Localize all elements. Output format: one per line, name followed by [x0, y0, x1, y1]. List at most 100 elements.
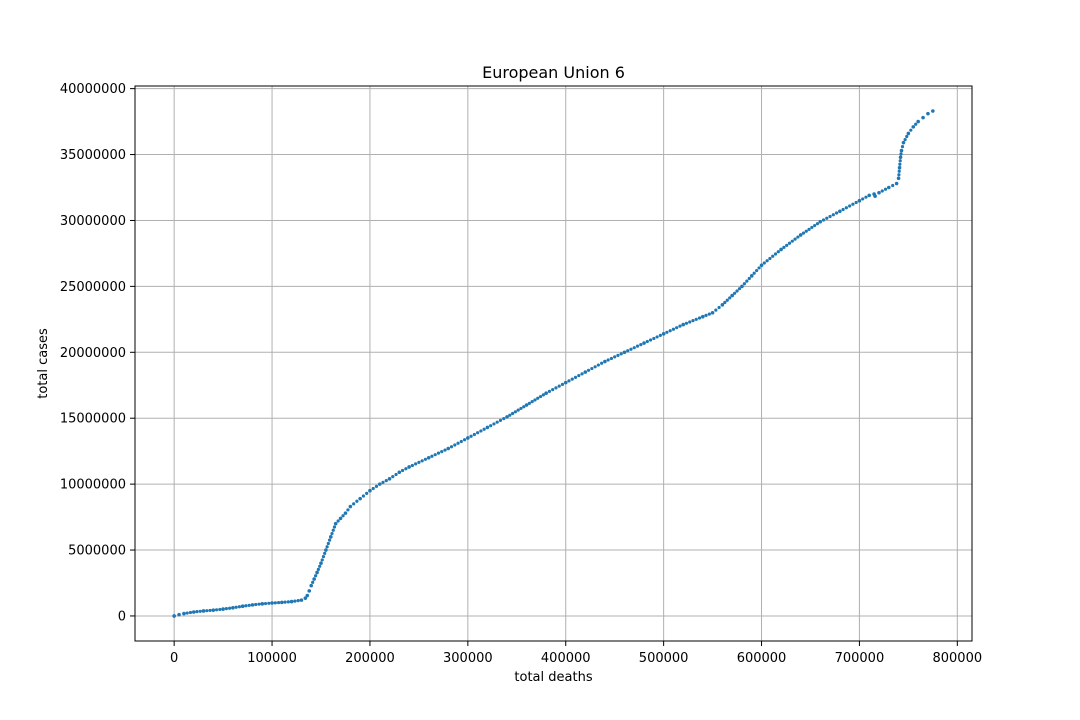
data-point [697, 316, 702, 320]
data-point [417, 460, 421, 464]
data-point [191, 610, 196, 614]
y-tick-label: 10000000 [60, 478, 126, 493]
data-point [900, 145, 905, 149]
data-point [319, 561, 323, 566]
data-point [530, 400, 534, 404]
data-point [897, 169, 901, 173]
data-point [861, 197, 865, 201]
data-point [704, 313, 708, 317]
data-point [505, 415, 509, 419]
data-point [410, 463, 414, 468]
data-point [498, 418, 503, 423]
data-point [476, 431, 480, 435]
data-point [492, 422, 496, 426]
data-point [898, 155, 903, 159]
data-point [400, 468, 405, 473]
data-point [218, 607, 222, 612]
data-point [485, 425, 490, 430]
data-point [652, 336, 656, 341]
y-tick-label: 20000000 [60, 346, 126, 361]
data-point [336, 519, 340, 523]
data-point [619, 352, 623, 356]
data-point [720, 303, 725, 307]
data-point [790, 239, 794, 243]
data-point [901, 140, 906, 145]
data-point [793, 237, 797, 241]
data-point [508, 413, 512, 417]
data-point [563, 380, 568, 385]
data-point [671, 327, 676, 331]
data-point [331, 528, 335, 532]
data-point [891, 183, 895, 188]
data-point [665, 330, 669, 334]
data-point [387, 477, 392, 481]
data-point [289, 599, 294, 604]
data-point [735, 289, 739, 293]
x-axis-ticks: 0 100000 200000 300000 400000 500000 600000 700… [170, 641, 982, 666]
data-point [536, 396, 540, 400]
data-point [522, 405, 526, 409]
data-point [482, 427, 486, 431]
data-point [440, 450, 444, 454]
x-tick-label: 0 [170, 651, 178, 666]
data-point [609, 356, 614, 361]
data-point [873, 194, 877, 198]
data-point [804, 229, 808, 233]
data-point [462, 438, 467, 442]
data-point [897, 165, 902, 170]
data-point [315, 570, 319, 575]
data-point [247, 603, 251, 607]
data-points [172, 109, 935, 618]
data-point [606, 358, 610, 362]
x-tick-label: 700000 [835, 651, 885, 666]
data-point [848, 204, 852, 208]
x-tick-label: 300000 [443, 651, 493, 666]
data-point [397, 470, 402, 475]
data-point [338, 516, 343, 521]
data-point [547, 389, 552, 394]
data-point [723, 300, 727, 305]
data-point [745, 279, 749, 283]
data-point [740, 284, 744, 289]
data-point [296, 599, 300, 603]
data-point [469, 434, 473, 438]
data-point [737, 287, 742, 291]
plot-frame [134, 85, 973, 642]
data-point [527, 401, 531, 405]
data-point [894, 181, 899, 186]
data-point [600, 361, 604, 365]
data-point [622, 350, 627, 355]
data-point [426, 455, 431, 460]
data-point [407, 465, 411, 469]
data-point [519, 406, 523, 411]
data-point [332, 525, 337, 529]
data-point [185, 611, 189, 615]
data-point [896, 176, 901, 181]
data-point [632, 346, 636, 350]
data-point [648, 338, 653, 342]
data-point [228, 606, 232, 610]
data-point [516, 408, 520, 412]
data-point [728, 296, 732, 300]
data-point [443, 448, 447, 452]
data-point [639, 343, 643, 347]
data-point [583, 370, 588, 374]
data-point [172, 614, 176, 618]
data-point [807, 227, 811, 231]
data-point [603, 359, 607, 364]
data-point [333, 521, 338, 526]
data-point [801, 231, 806, 235]
data-point [688, 320, 692, 324]
data-point [909, 128, 913, 132]
data-point [771, 254, 775, 258]
data-point [195, 610, 199, 614]
data-point [903, 138, 907, 142]
data-point [844, 206, 848, 210]
data-point [857, 198, 862, 203]
data-point [325, 545, 329, 549]
data-point [567, 379, 571, 383]
data-point [502, 417, 506, 421]
data-point [205, 609, 209, 613]
data-point [459, 439, 463, 444]
data-point [629, 347, 633, 351]
